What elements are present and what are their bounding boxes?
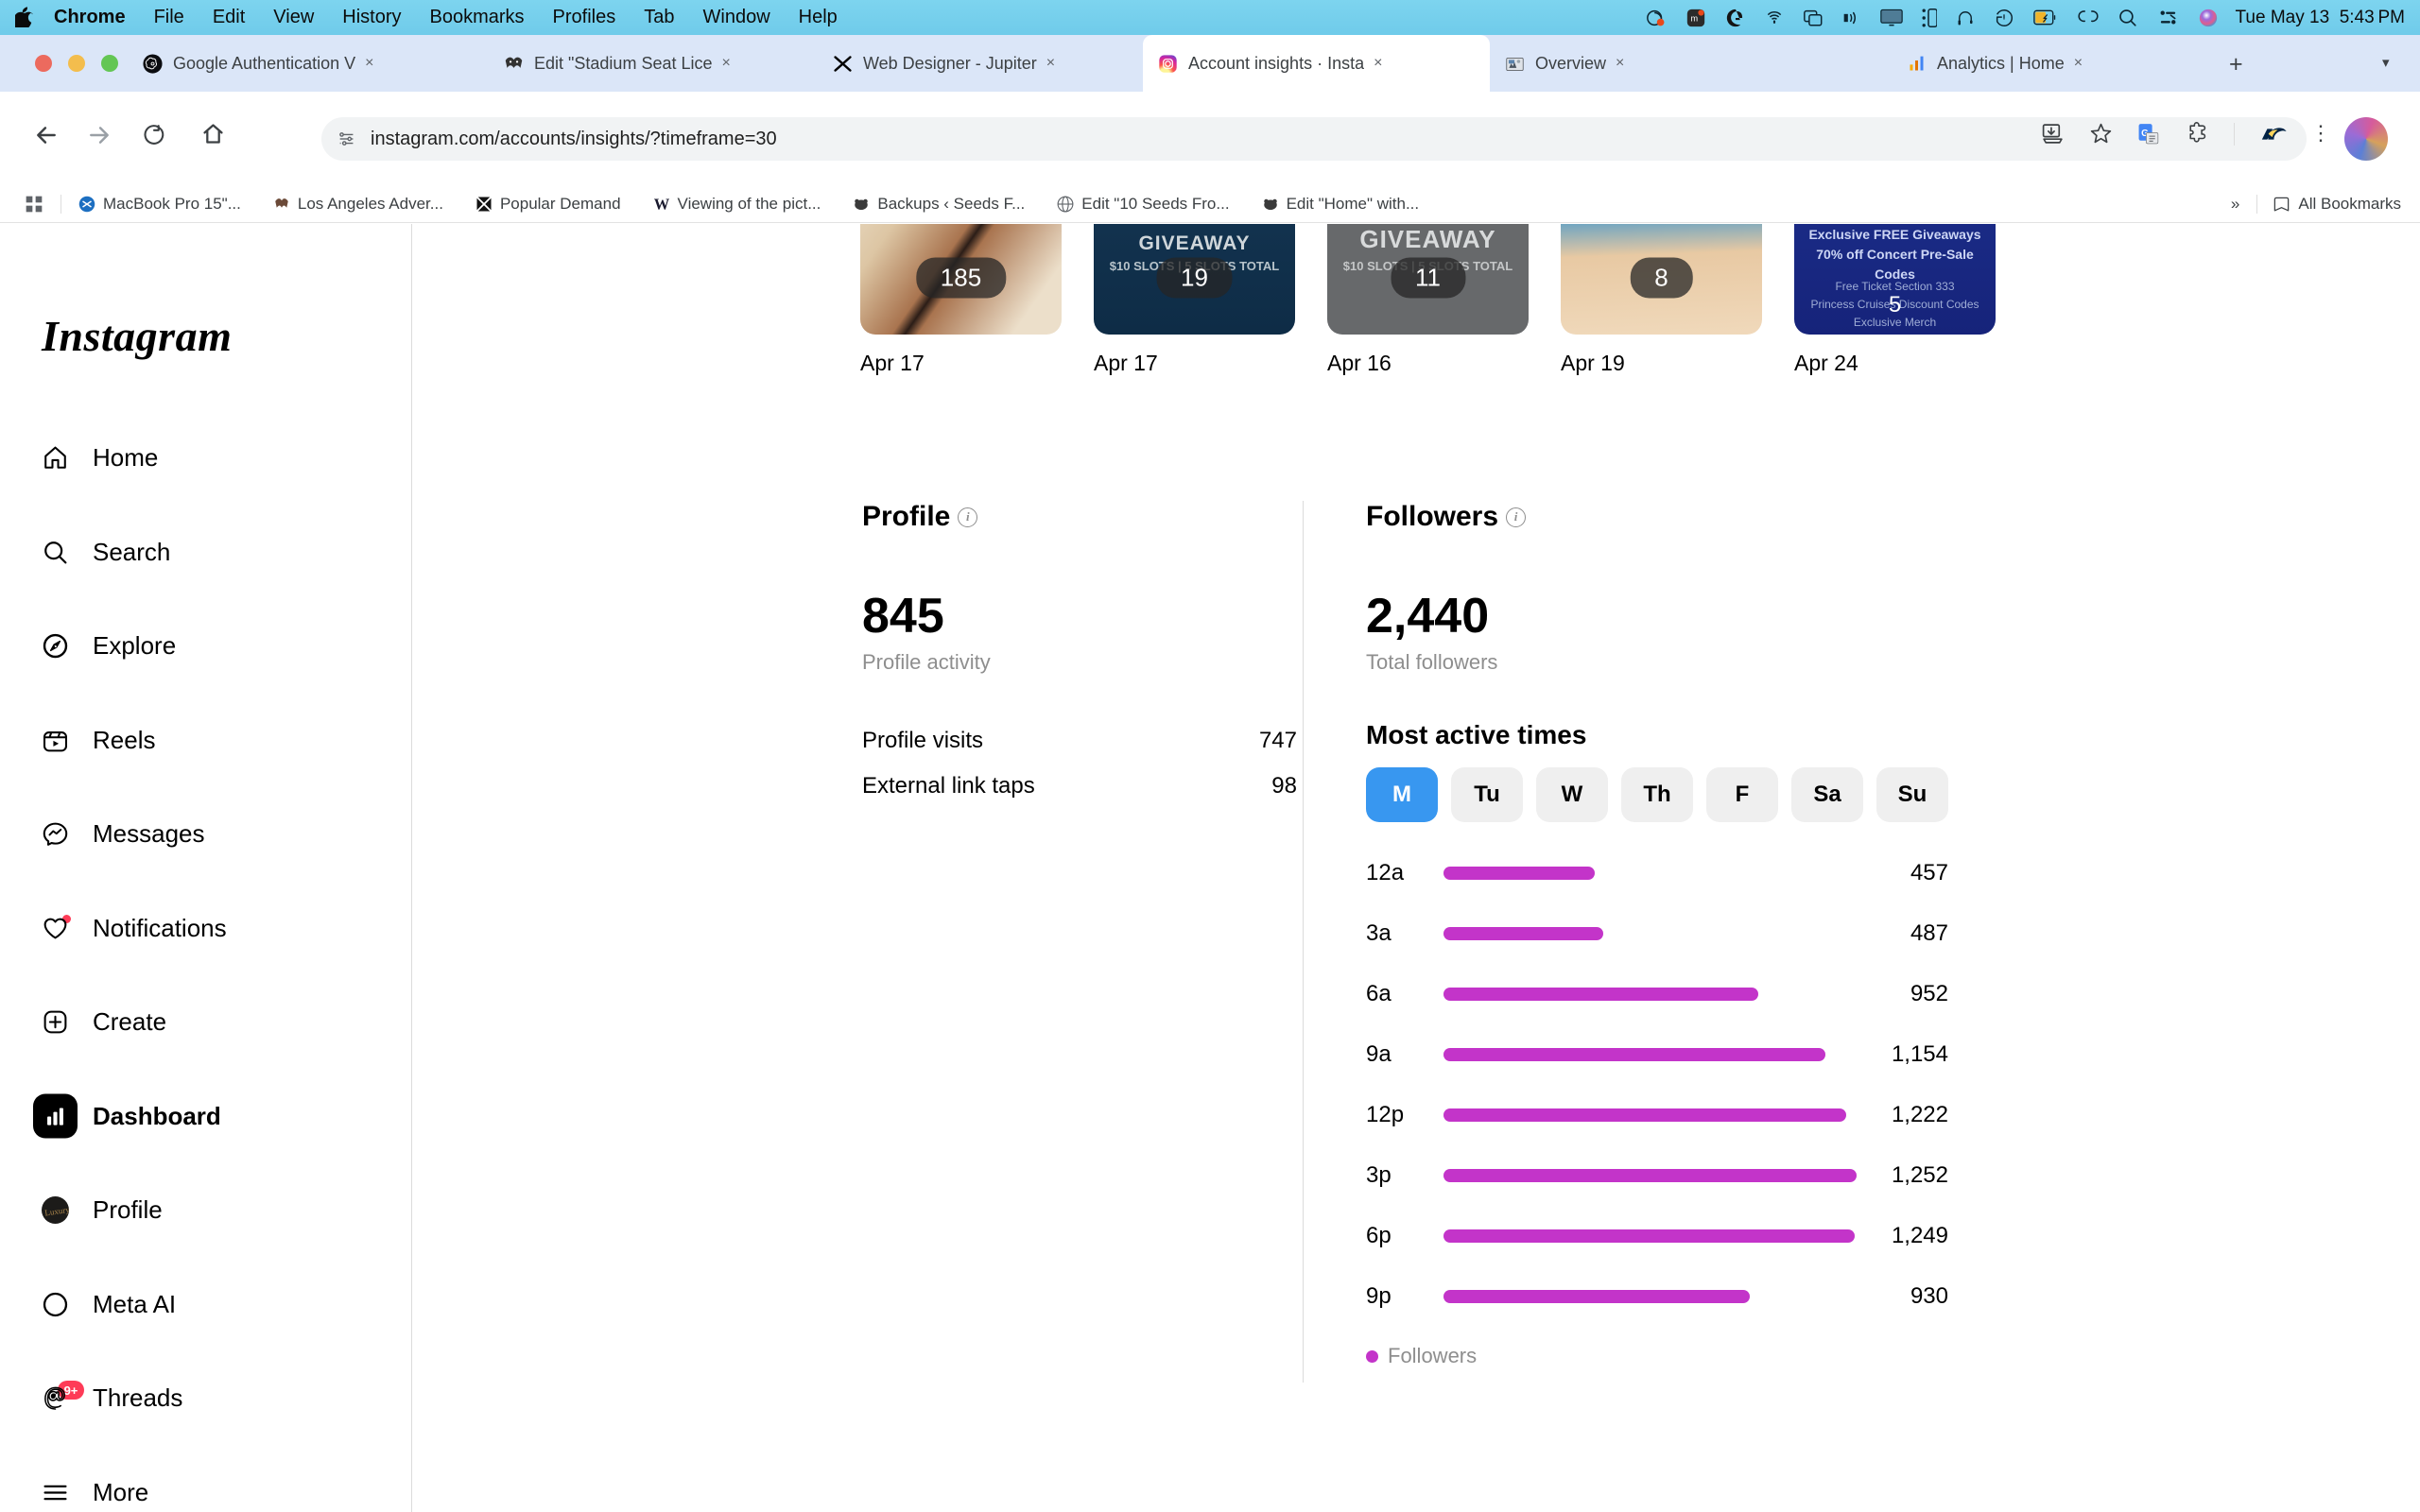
svg-text:W: W: [653, 196, 669, 213]
svg-text:m: m: [1690, 13, 1698, 23]
svg-text:Luxury: Luxury: [44, 1205, 69, 1218]
